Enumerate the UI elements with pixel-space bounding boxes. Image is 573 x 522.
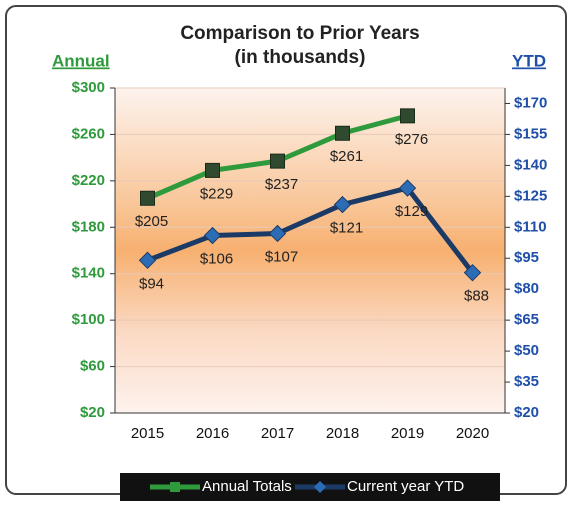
chart-subtitle: (in thousands) — [235, 47, 366, 68]
legend-marker — [170, 482, 180, 492]
x-tick-label: 2016 — [196, 425, 229, 442]
data-label: $276 — [395, 131, 428, 148]
y-axis-title: Annual — [52, 51, 110, 70]
marker — [400, 108, 415, 124]
y-tick-label: $140 — [72, 265, 105, 282]
data-label: $261 — [330, 148, 363, 165]
y2-axis-title: YTD — [512, 51, 546, 70]
legend-marker — [314, 481, 326, 493]
y2-tick-label: $155 — [514, 125, 547, 142]
y2-tick-label: $35 — [514, 373, 539, 390]
y2-tick-label: $140 — [514, 156, 547, 173]
marker — [268, 224, 287, 243]
x-tick-label: 2018 — [326, 425, 359, 442]
chart-title: Comparison to Prior Years — [180, 23, 419, 44]
marker — [140, 190, 155, 206]
data-label: $129 — [395, 203, 428, 220]
y2-tick-label: $170 — [514, 94, 547, 111]
y-tick-label: $220 — [72, 172, 105, 189]
y-tick-label: $300 — [72, 79, 105, 96]
data-label: $88 — [464, 288, 489, 305]
data-label: $106 — [200, 251, 233, 268]
y-tick-label: $260 — [72, 125, 105, 142]
data-label: $237 — [265, 176, 298, 193]
y-tick-label: $100 — [72, 311, 105, 328]
y-tick-label: $60 — [80, 358, 105, 375]
marker — [463, 263, 482, 282]
y2-tick-label: $80 — [514, 280, 539, 297]
x-tick-label: 2017 — [261, 425, 294, 442]
legend-label: Annual Totals — [202, 478, 292, 495]
series-line — [146, 185, 475, 275]
x-tick-label: 2019 — [391, 425, 424, 442]
marker — [203, 226, 222, 245]
legend-label: Current year YTD — [347, 478, 464, 495]
y2-tick-label: $110 — [514, 218, 547, 235]
x-tick-label: 2015 — [131, 425, 164, 442]
y2-tick-label: $50 — [514, 342, 539, 359]
marker — [205, 162, 220, 178]
marker — [138, 251, 157, 270]
x-tick-label: 2020 — [456, 425, 489, 442]
marker — [398, 179, 417, 197]
y2-tick-label: $125 — [514, 187, 547, 204]
data-label: $107 — [265, 248, 298, 265]
marker — [270, 153, 285, 169]
marker — [333, 195, 352, 214]
data-label: $205 — [135, 213, 168, 230]
data-label: $94 — [139, 275, 164, 292]
y2-tick-label: $20 — [514, 404, 539, 421]
y2-tick-label: $95 — [514, 249, 539, 266]
y-tick-label: $20 — [80, 404, 105, 421]
y-tick-label: $180 — [72, 218, 105, 235]
y2-tick-label: $65 — [514, 311, 539, 328]
marker — [335, 125, 350, 141]
data-label: $121 — [330, 220, 363, 237]
data-label: $229 — [200, 185, 233, 202]
